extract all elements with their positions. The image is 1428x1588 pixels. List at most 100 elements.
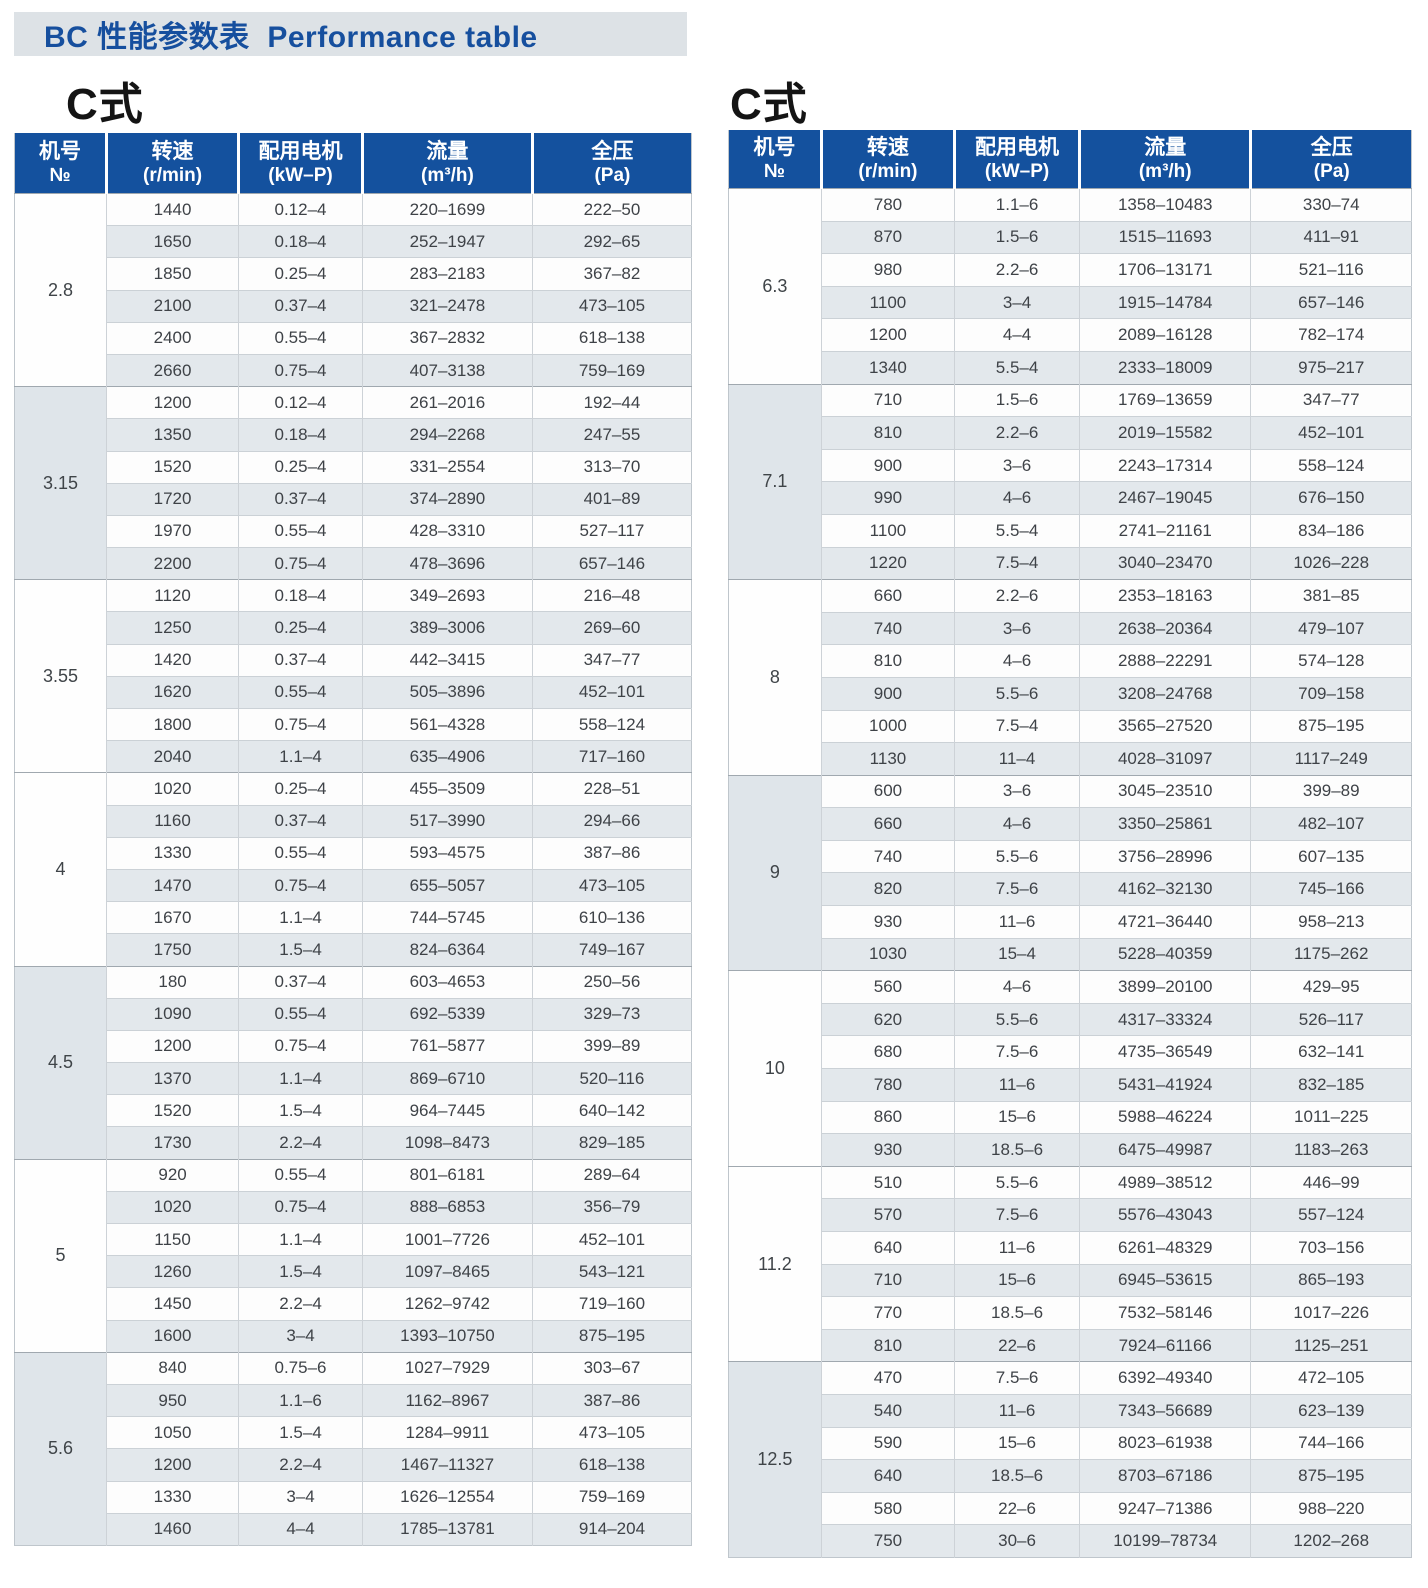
rpm-cell: 660 <box>820 807 955 841</box>
rpm-cell: 1330 <box>106 1480 239 1514</box>
motor-cell: 2.2–4 <box>238 1287 363 1321</box>
pressure-cell: 367–82 <box>531 257 692 291</box>
performance-table-left: 机号 № 转速 (r/min) 配用电机 (kW–P) 流量 (m³/h) 全压 (Pa)… <box>14 133 692 1546</box>
motor-cell: 1.1–4 <box>238 1222 363 1256</box>
pressure-cell: 875–195 <box>1250 709 1412 743</box>
rpm-cell: 1250 <box>106 611 239 645</box>
table-row: 930 18.5–6 6475–49987 1183–263 <box>729 1133 1412 1167</box>
rpm-cell: 590 <box>820 1426 955 1460</box>
motor-cell: 4–4 <box>954 318 1080 352</box>
table-row: 540 11–6 7343–56689 623–139 <box>729 1393 1412 1428</box>
table-row: 660 4–6 3350–25861 482–107 <box>729 807 1412 841</box>
pressure-cell: 829–185 <box>531 1126 692 1160</box>
flow-cell: 10199–78734 <box>1079 1524 1251 1558</box>
flow-cell: 2019–15582 <box>1079 416 1251 450</box>
motor-cell: 1.5–4 <box>238 1255 363 1288</box>
rpm-cell: 1720 <box>106 482 239 516</box>
rpm-cell: 920 <box>106 1158 239 1192</box>
motor-cell: 4–6 <box>954 970 1080 1004</box>
machine-no-cell: 12.5 <box>728 1361 822 1558</box>
table-row: 820 7.5–6 4162–32130 745–166 <box>729 872 1412 906</box>
table-row: 680 7.5–6 4735–36549 632–141 <box>729 1035 1412 1069</box>
rpm-cell: 640 <box>820 1459 955 1493</box>
motor-cell: 2.2–4 <box>238 1126 363 1160</box>
flow-cell: 603–4653 <box>361 965 533 999</box>
rpm-cell: 1520 <box>106 450 239 484</box>
table-row: 1670 1.1–4 744–5745 610–136 <box>15 901 692 934</box>
table-row: 1100 3–4 1915–14784 657–146 <box>729 285 1412 319</box>
motor-cell: 1.5–4 <box>238 1416 363 1449</box>
table-row: 930 11–6 4721–36440 958–213 <box>729 905 1412 939</box>
flow-cell: 374–2890 <box>361 482 533 516</box>
pressure-cell: 520–116 <box>531 1062 692 1095</box>
flow-cell: 517–3990 <box>361 804 533 838</box>
flow-cell: 442–3415 <box>361 643 533 677</box>
motor-cell: 7.5–6 <box>954 1198 1080 1232</box>
table-row: 2040 1.1–4 635–4906 717–160 <box>15 740 692 773</box>
table-row: 990 4–6 2467–19045 676–150 <box>729 481 1412 515</box>
flow-cell: 2243–17314 <box>1079 448 1251 482</box>
table-row: 1330 3–4 1626–12554 759–169 <box>15 1480 692 1514</box>
pressure-cell: 479–107 <box>1250 611 1412 645</box>
pressure-cell: 399–89 <box>1250 774 1412 808</box>
table-heading-left: C式 <box>66 80 144 129</box>
table-row: 570 7.5–6 5576–43043 557–124 <box>729 1198 1412 1232</box>
col-header-motor: 配用电机 (kW–P) <box>237 133 363 194</box>
motor-cell: 3–4 <box>238 1319 363 1353</box>
motor-cell: 1.1–4 <box>238 740 363 773</box>
motor-cell: 0.18–4 <box>238 225 363 258</box>
performance-table-right-container: 机号 № 转速 (r/min) 配用电机 (kW–P) 流量 (m³/h) 全压 (Pa)… <box>728 130 1412 1558</box>
flow-cell: 561–4328 <box>361 707 533 741</box>
rpm-cell: 930 <box>820 905 955 939</box>
rpm-cell: 470 <box>820 1361 955 1395</box>
pressure-cell: 527–117 <box>531 514 692 548</box>
rpm-cell: 1460 <box>106 1512 239 1546</box>
flow-cell: 1915–14784 <box>1079 285 1251 319</box>
flow-cell: 1626–12554 <box>361 1480 533 1514</box>
pressure-cell: 618–138 <box>531 321 692 355</box>
table-row: 1450 2.2–4 1262–9742 719–160 <box>15 1287 692 1321</box>
table-row: 11.2 510 5.5–6 4989–38512 446–99 <box>728 1165 1412 1362</box>
table-row: 5.6 840 0.75–6 1027–7929 303–67 <box>14 1351 692 1546</box>
rpm-cell: 780 <box>820 188 955 222</box>
table-row: 2.8 1440 0.12–4 220–1699 222–50 <box>14 192 692 387</box>
flow-cell: 4721–36440 <box>1079 905 1251 939</box>
flow-cell: 888–6853 <box>361 1190 533 1224</box>
motor-cell: 0.18–4 <box>238 418 363 451</box>
rpm-cell: 2040 <box>106 740 239 773</box>
flow-cell: 6945–53615 <box>1079 1263 1251 1297</box>
motor-cell: 4–6 <box>954 481 1080 515</box>
motor-cell: 5.5–4 <box>954 513 1080 548</box>
table-row: 1520 0.25–4 331–2554 313–70 <box>15 450 692 484</box>
pressure-cell: 192–44 <box>531 386 692 419</box>
flow-cell: 1785–13781 <box>361 1512 533 1546</box>
pressure-cell: 222–50 <box>531 192 692 226</box>
machine-no-cell: 7.1 <box>728 383 822 580</box>
table-row: 710 15–6 6945–53615 865–193 <box>729 1263 1412 1297</box>
flow-cell: 455–3509 <box>361 772 533 806</box>
motor-cell: 5.5–6 <box>954 676 1080 710</box>
pressure-cell: 676–150 <box>1250 481 1412 515</box>
page-title: BC 性能参数表 Performance table <box>44 21 538 54</box>
pressure-cell: 607–135 <box>1250 839 1412 873</box>
rpm-cell: 1200 <box>106 1448 239 1481</box>
flow-cell: 478–3696 <box>361 547 533 580</box>
flow-cell: 744–5745 <box>361 901 533 934</box>
table-row: 1250 0.25–4 389–3006 269–60 <box>15 611 692 645</box>
pressure-cell: 452–101 <box>531 675 692 709</box>
flow-cell: 220–1699 <box>361 192 533 226</box>
pressure-cell: 381–85 <box>1250 579 1412 613</box>
rpm-cell: 660 <box>820 579 955 613</box>
motor-cell: 22–6 <box>954 1328 1080 1362</box>
motor-cell: 4–4 <box>238 1512 363 1546</box>
rpm-cell: 1340 <box>820 350 955 385</box>
rpm-cell: 2200 <box>106 547 239 580</box>
rpm-cell: 740 <box>820 611 955 645</box>
rpm-cell: 1670 <box>106 901 239 934</box>
table-row: 1350 0.18–4 294–2268 247–55 <box>15 418 692 451</box>
header-row: 机号 № 转速 (r/min) 配用电机 (kW–P) 流量 (m³/h) 全压 (Pa) <box>14 133 692 194</box>
table-row: 4 1020 0.25–4 455–3509 228–51 <box>14 772 692 966</box>
motor-cell: 15–6 <box>954 1426 1080 1460</box>
motor-cell: 0.55–4 <box>238 675 363 709</box>
